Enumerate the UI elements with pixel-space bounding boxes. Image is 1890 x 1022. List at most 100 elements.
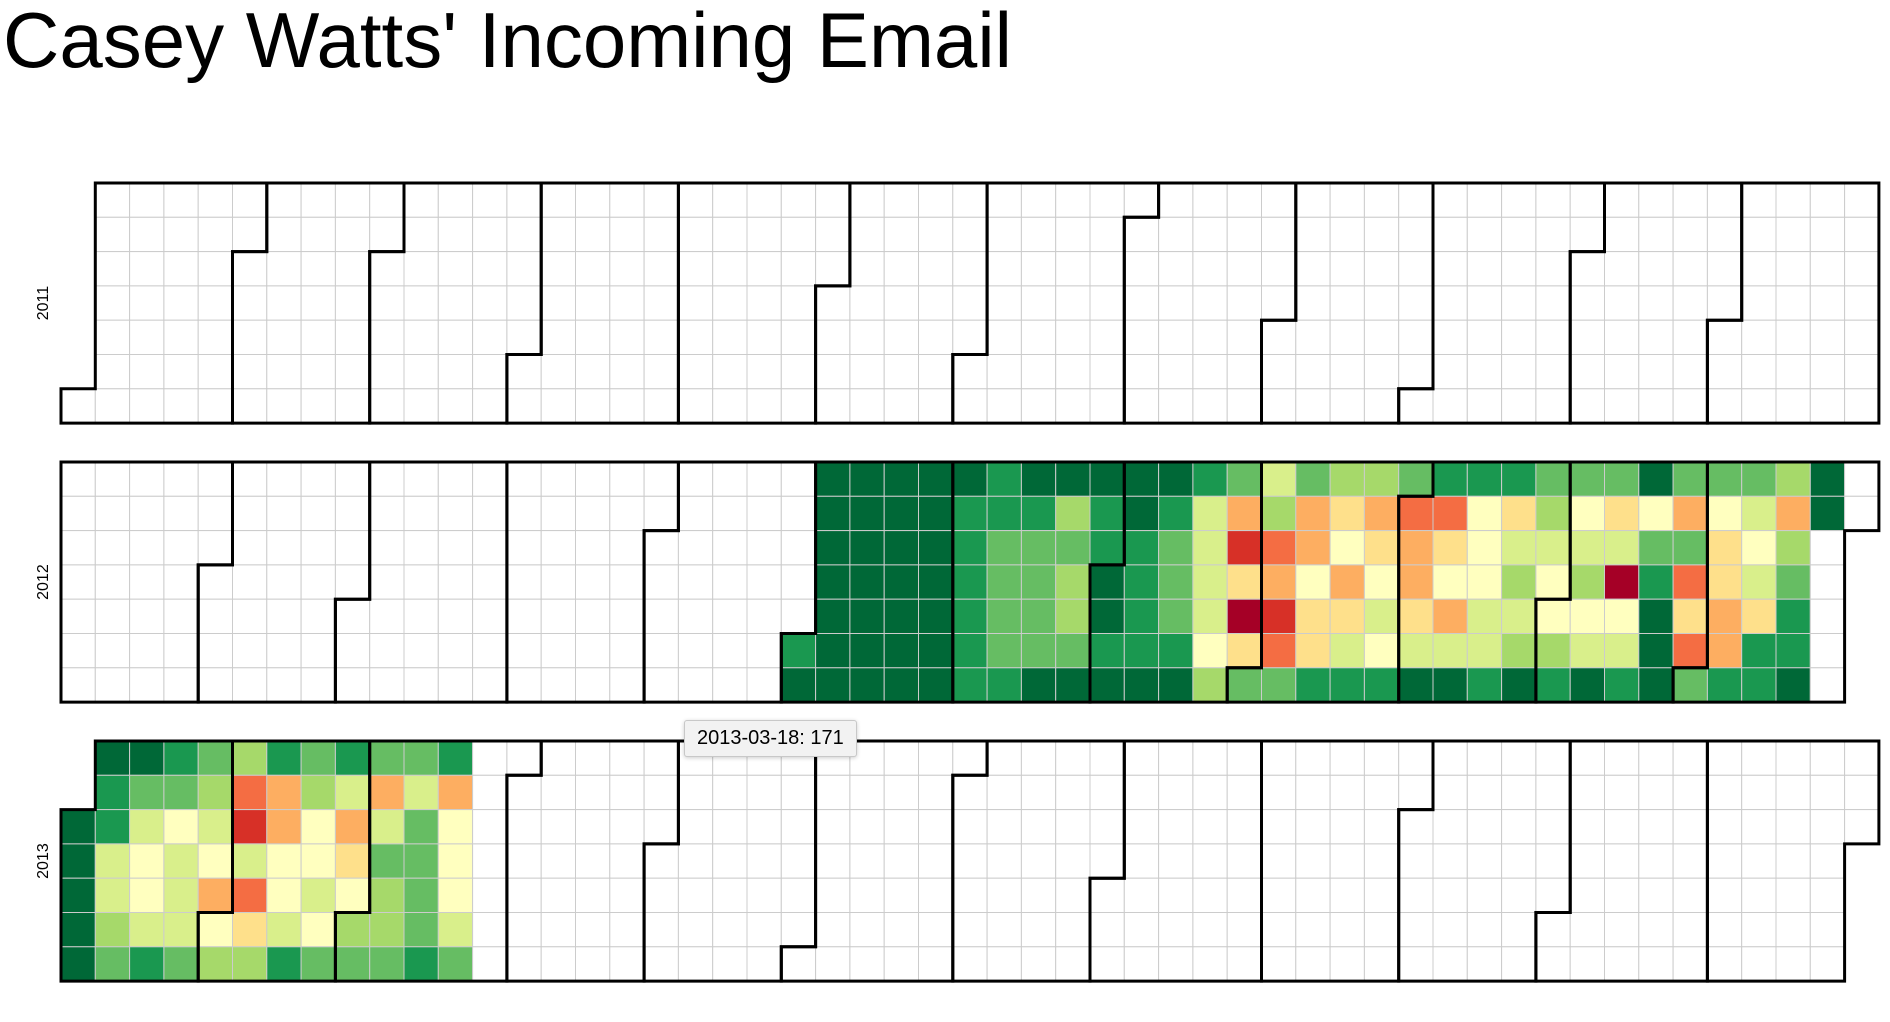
- day-cell[interactable]: [1741, 946, 1777, 982]
- day-cell[interactable]: [197, 740, 233, 776]
- day-cell[interactable]: [1706, 774, 1743, 811]
- day-cell[interactable]: [1329, 495, 1365, 532]
- day-cell[interactable]: [1055, 285, 1091, 321]
- day-cell[interactable]: [1192, 530, 1228, 566]
- day-cell[interactable]: [609, 564, 645, 600]
- day-cell[interactable]: [129, 564, 165, 600]
- day-cell[interactable]: [300, 912, 336, 948]
- day-cell[interactable]: [1123, 912, 1160, 948]
- day-cell[interactable]: [986, 740, 1022, 776]
- day-cell[interactable]: [1089, 598, 1125, 635]
- day-cell[interactable]: [403, 530, 439, 566]
- day-cell[interactable]: [1261, 495, 1297, 532]
- day-cell[interactable]: [1706, 877, 1743, 914]
- day-cell[interactable]: [1706, 354, 1743, 390]
- day-cell[interactable]: [780, 251, 817, 287]
- day-cell[interactable]: [266, 843, 302, 879]
- day-cell[interactable]: [1055, 461, 1091, 497]
- day-cell[interactable]: [403, 319, 439, 356]
- day-cell[interactable]: [472, 285, 508, 321]
- day-cell[interactable]: [746, 285, 782, 321]
- day-cell[interactable]: [952, 946, 988, 982]
- day-cell[interactable]: [1055, 530, 1091, 566]
- day-cell[interactable]: [1089, 774, 1125, 811]
- day-cell[interactable]: [1604, 354, 1640, 390]
- day-cell[interactable]: [1604, 388, 1640, 424]
- day-cell[interactable]: [129, 633, 165, 669]
- day-cell[interactable]: [575, 598, 611, 635]
- day-cell[interactable]: [815, 388, 851, 424]
- day-cell[interactable]: [643, 912, 679, 948]
- day-cell[interactable]: [266, 182, 302, 218]
- day-cell[interactable]: [1844, 354, 1880, 390]
- day-cell[interactable]: [952, 251, 988, 287]
- day-cell[interactable]: [1638, 946, 1674, 982]
- day-cell[interactable]: [575, 740, 611, 776]
- day-cell[interactable]: [883, 216, 920, 253]
- day-cell[interactable]: [1775, 877, 1811, 914]
- day-cell[interactable]: [437, 182, 474, 218]
- day-cell[interactable]: [1398, 912, 1434, 948]
- day-cell[interactable]: [1192, 740, 1228, 776]
- day-cell[interactable]: [472, 809, 508, 845]
- day-cell[interactable]: [300, 182, 336, 218]
- day-cell[interactable]: [780, 285, 817, 321]
- day-cell[interactable]: [1809, 530, 1846, 566]
- day-cell[interactable]: [883, 740, 920, 776]
- day-cell[interactable]: [1055, 633, 1091, 669]
- day-cell[interactable]: [849, 216, 885, 253]
- day-cell[interactable]: [300, 388, 336, 424]
- day-cell[interactable]: [643, 843, 679, 879]
- day-cell[interactable]: [1844, 495, 1880, 532]
- day-cell[interactable]: [815, 598, 851, 635]
- day-cell[interactable]: [266, 633, 302, 669]
- day-cell[interactable]: [1638, 740, 1674, 776]
- day-cell[interactable]: [1535, 495, 1571, 532]
- day-cell[interactable]: [1123, 843, 1160, 879]
- day-cell[interactable]: [575, 843, 611, 879]
- day-cell[interactable]: [815, 633, 851, 669]
- day-cell[interactable]: [883, 809, 920, 845]
- day-cell[interactable]: [1604, 285, 1640, 321]
- day-cell[interactable]: [815, 530, 851, 566]
- day-cell[interactable]: [1501, 388, 1537, 424]
- day-cell[interactable]: [163, 946, 199, 982]
- day-cell[interactable]: [1706, 564, 1743, 600]
- day-cell[interactable]: [849, 633, 885, 669]
- day-cell[interactable]: [1706, 740, 1743, 776]
- day-cell[interactable]: [1741, 182, 1777, 218]
- day-cell[interactable]: [849, 530, 885, 566]
- day-cell[interactable]: [1638, 877, 1674, 914]
- day-cell[interactable]: [1672, 667, 1708, 703]
- day-cell[interactable]: [1329, 388, 1365, 424]
- day-cell[interactable]: [94, 182, 131, 218]
- day-cell[interactable]: [1329, 667, 1365, 703]
- day-cell[interactable]: [1363, 319, 1400, 356]
- day-cell[interactable]: [883, 877, 920, 914]
- day-cell[interactable]: [472, 216, 508, 253]
- day-cell[interactable]: [163, 182, 199, 218]
- day-cell[interactable]: [1261, 843, 1297, 879]
- day-cell[interactable]: [780, 530, 817, 566]
- day-cell[interactable]: [883, 912, 920, 948]
- day-cell[interactable]: [1158, 461, 1194, 497]
- day-cell[interactable]: [197, 667, 233, 703]
- day-cell[interactable]: [437, 877, 474, 914]
- day-cell[interactable]: [677, 633, 714, 669]
- day-cell[interactable]: [575, 251, 611, 287]
- day-cell[interactable]: [1569, 285, 1605, 321]
- day-cell[interactable]: [1055, 809, 1091, 845]
- day-cell[interactable]: [609, 461, 645, 497]
- day-cell[interactable]: [1535, 388, 1571, 424]
- day-cell[interactable]: [1123, 809, 1160, 845]
- day-cell[interactable]: [1844, 809, 1880, 845]
- day-cell[interactable]: [1329, 530, 1365, 566]
- day-cell[interactable]: [1363, 843, 1400, 879]
- day-cell[interactable]: [1295, 843, 1331, 879]
- day-cell[interactable]: [60, 598, 96, 635]
- day-cell[interactable]: [472, 843, 508, 879]
- day-cell[interactable]: [643, 495, 679, 532]
- day-cell[interactable]: [952, 809, 988, 845]
- day-cell[interactable]: [1844, 319, 1880, 356]
- day-cell[interactable]: [746, 182, 782, 218]
